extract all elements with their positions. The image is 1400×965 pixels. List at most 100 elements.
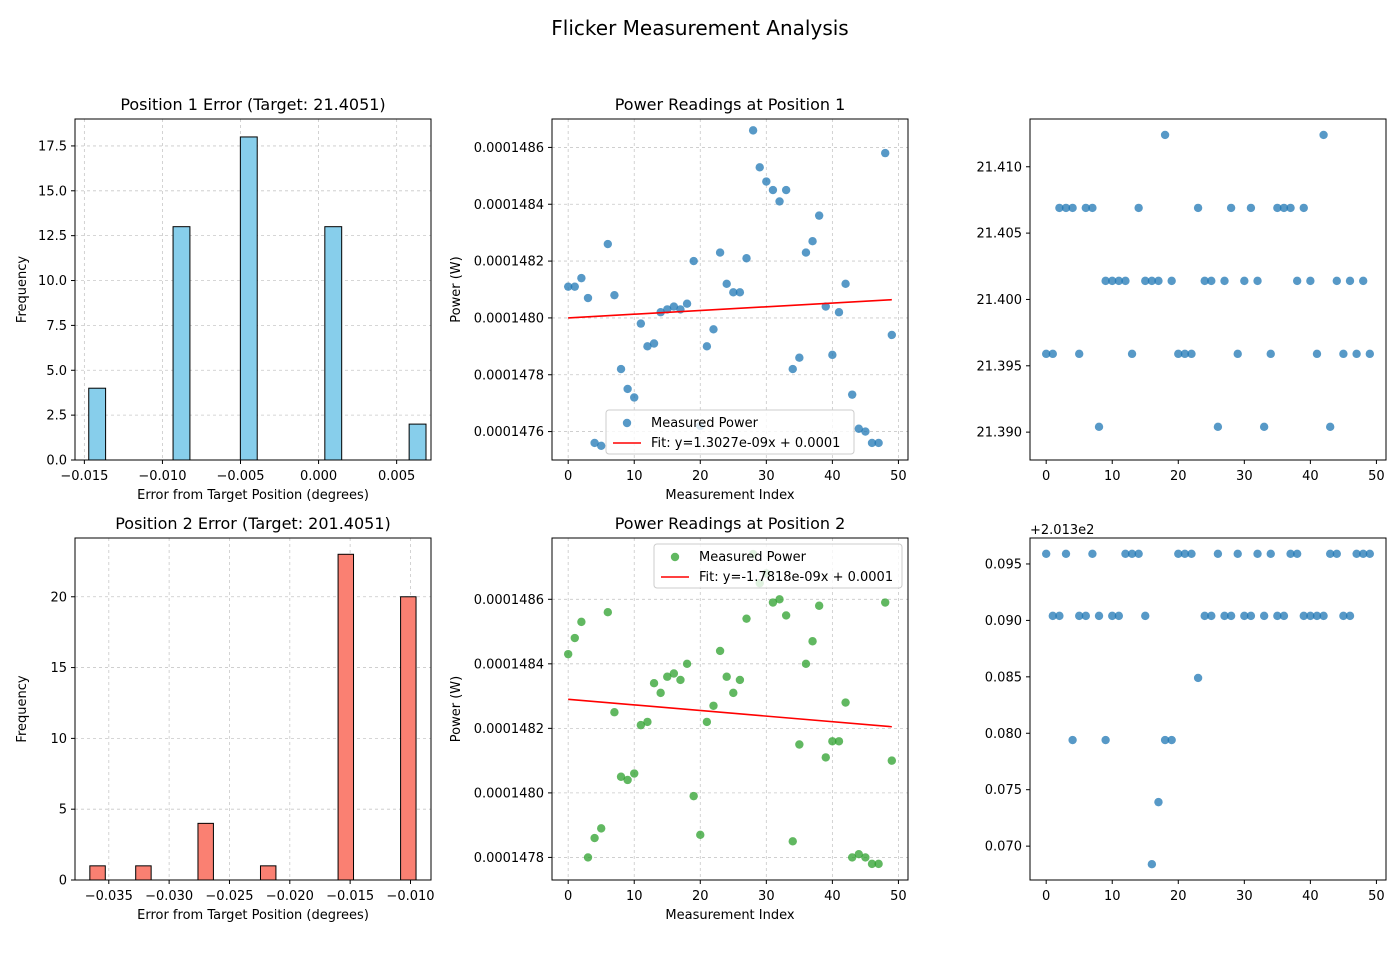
histogram-bar — [89, 865, 106, 881]
scatter-point — [1359, 276, 1368, 286]
scatter-point — [709, 701, 718, 710]
scatter-point — [735, 675, 745, 685]
scatter-point — [590, 438, 599, 448]
x-tick-label: 0 — [1042, 469, 1050, 484]
scatter-point — [649, 678, 659, 688]
fit-line — [568, 298, 892, 319]
histogram-bar — [259, 865, 277, 881]
scatter-point — [722, 672, 731, 681]
scatter-point — [636, 720, 646, 730]
scatter-point — [1213, 549, 1223, 559]
y-tick-label: 20 — [50, 590, 67, 605]
y-tick-label: 21.395 — [977, 359, 1023, 374]
y-tick-label: 15.0 — [38, 184, 67, 199]
scatter-point — [1352, 549, 1361, 559]
scatter-point — [1147, 859, 1157, 869]
y-tick-label: 7.5 — [46, 319, 67, 334]
scatter-point — [795, 353, 804, 362]
scatter-point — [808, 637, 817, 646]
scatter-point — [801, 659, 811, 669]
scatter-point — [682, 299, 692, 308]
y-tick-label: 2.5 — [46, 409, 67, 424]
scatter-point — [1075, 349, 1084, 359]
scatter-point — [742, 254, 751, 263]
scatter-point — [1088, 549, 1097, 559]
scatter-point — [1312, 349, 1322, 359]
scatter-point — [881, 598, 890, 607]
x-tick-label: −0.015 — [326, 889, 374, 904]
y-tick-label: 0.0001482 — [474, 255, 544, 270]
x-tick-label: 10 — [1104, 469, 1121, 484]
scatter-point — [847, 390, 857, 399]
scatter-point — [861, 853, 870, 862]
scatter-point — [1174, 349, 1183, 359]
scatter-point — [841, 698, 850, 707]
scatter-point — [583, 293, 593, 303]
legend-label: Fit: y=1.3027e-09x + 0.0001 — [651, 436, 840, 451]
scatter-point — [768, 598, 778, 607]
scatter-point — [715, 646, 725, 656]
panel-title: Position 1 Error (Target: 21.4051) — [120, 95, 385, 114]
x-tick-label: 20 — [692, 469, 709, 484]
panels: −0.015 −0.010 −0.005 0.000 0.005 0.0 2.5 5.0 7.5… — [15, 95, 1387, 923]
scatter-point — [1306, 276, 1315, 286]
panel-p2_position: 0 10 20 30 40 50 0.070 0.075 0.080 0.085 0.090 0.09… — [985, 523, 1387, 904]
scatter-point — [867, 859, 877, 869]
scatter-point — [1200, 611, 1209, 621]
scatter-point — [1279, 203, 1289, 213]
histogram-bar — [135, 865, 152, 881]
scatter-point — [1220, 276, 1229, 286]
x-tick-label: −0.020 — [266, 889, 314, 904]
histogram-bar — [172, 226, 191, 461]
axes-frame — [74, 537, 432, 881]
y-tick-label: 0.0001480 — [474, 786, 544, 801]
scatter-point — [1345, 276, 1355, 286]
scatter-point — [1055, 611, 1064, 621]
scatter-point — [1292, 549, 1302, 559]
y-tick-label: 21.410 — [977, 160, 1023, 175]
scatter-point — [788, 837, 797, 846]
scatter-point — [1094, 422, 1104, 432]
scatter-point — [1253, 276, 1262, 286]
scatter-point — [669, 302, 679, 311]
x-tick-label: 30 — [758, 889, 775, 904]
scatter-point — [630, 393, 639, 402]
scatter-point — [702, 342, 712, 351]
x-tick-label: 10 — [626, 889, 643, 904]
scatter-point — [1286, 549, 1295, 559]
scatter-point — [881, 148, 890, 158]
scatter-point — [616, 364, 626, 374]
panel-p2_hist: −0.035 −0.030 −0.025 −0.020 −0.015 −0.010 0 5 10… — [15, 514, 435, 923]
legend: Measured Power Fit: y=-1.7818e-09x + 0.00… — [653, 543, 903, 589]
axes-frame — [551, 118, 909, 461]
scatter-point — [1160, 735, 1170, 745]
x-tick-label: 40 — [1302, 469, 1319, 484]
x-tick-label: 30 — [1236, 469, 1253, 484]
scatter-point — [1048, 349, 1057, 359]
y-axis-label: Power (W) — [449, 256, 464, 322]
scatter-point — [1292, 276, 1302, 286]
y-tick-label: 0.095 — [985, 557, 1022, 572]
x-tick-label: 0.005 — [378, 469, 415, 484]
scatter-point — [616, 772, 626, 781]
axis-offset-text: +2.013e2 — [1030, 523, 1094, 538]
scatter-point — [570, 282, 579, 291]
scatter-point — [775, 595, 784, 604]
scatter-point — [1279, 611, 1289, 621]
scatter-point — [1200, 276, 1209, 286]
scatter-point — [1233, 349, 1242, 359]
scatter-point — [1273, 203, 1282, 213]
y-tick-label: 0.0001476 — [474, 425, 544, 440]
scatter-point — [577, 273, 586, 283]
scatter-point — [1266, 549, 1275, 559]
x-axis-label: Error from Target Position (degrees) — [137, 908, 369, 923]
x-tick-label: −0.030 — [145, 889, 193, 904]
scatter-point — [1233, 549, 1242, 559]
scatter-point — [1299, 203, 1308, 213]
scatter-point — [1134, 203, 1143, 213]
scatter-point — [1325, 549, 1335, 559]
scatter-point — [590, 833, 599, 843]
scatter-point — [1167, 735, 1176, 745]
y-tick-label: 0.0 — [46, 454, 67, 469]
y-tick-label: 15 — [50, 661, 67, 676]
